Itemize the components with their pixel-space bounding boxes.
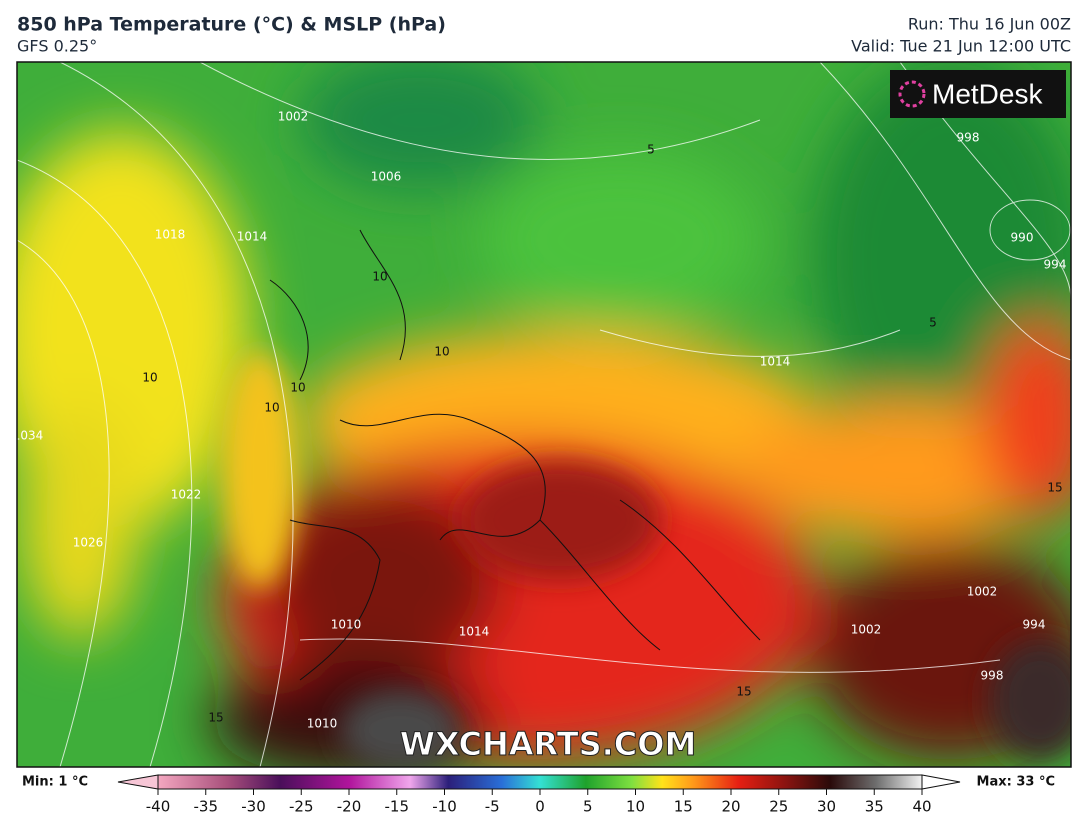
colorbar-tick-label: -30 (241, 798, 266, 816)
contour-label: 10 (142, 371, 157, 385)
contour-label: 1006 (371, 170, 402, 184)
valid-time: Valid: Tue 21 Jun 12:00 UTC (851, 37, 1071, 56)
colorbar-tick-label: 15 (674, 798, 693, 816)
colorbar-tick-label: 40 (912, 798, 931, 816)
contour-label: 1014 (459, 625, 490, 639)
contour-label: 10 (372, 270, 387, 284)
contour-label: 1002 (851, 623, 882, 637)
map-frame (16, 61, 1072, 768)
contour-label: 1002 (967, 585, 998, 599)
contour-label: 1022 (171, 488, 202, 502)
subtitle: GFS 0.25° (17, 37, 97, 56)
colorbar-tick-label: -10 (432, 798, 457, 816)
colorbar-tick-label: -40 (146, 798, 171, 816)
colorbar-tick-label: 35 (865, 798, 884, 816)
colorbar-tick-label: 30 (817, 798, 836, 816)
contour-label: 10 (290, 381, 305, 395)
isobars (17, 62, 1071, 767)
coastlines (269, 229, 761, 681)
contour-label: 990 (1011, 231, 1034, 245)
colorbar-tick-label: -25 (289, 798, 314, 816)
colorbar (157, 774, 923, 790)
colorbar-tick-label: -15 (385, 798, 410, 816)
logo: MetDesk (932, 78, 1043, 109)
contour-label: 1018 (155, 228, 186, 242)
contour-label: 15 (1047, 481, 1062, 495)
colorbar-tick-label: 10 (626, 798, 645, 816)
colorbar-right-arrow (921, 774, 961, 790)
watermark: WXCHARTS.COM (400, 725, 697, 763)
contour-label: 1026 (73, 536, 104, 550)
contour-label: 998 (981, 669, 1004, 683)
colorbar-tick-label: -35 (194, 798, 219, 816)
contour-label: 15 (736, 685, 751, 699)
contour-label: 5 (929, 316, 937, 330)
colorbar-tick-label: 0 (535, 798, 545, 816)
colorbar-tick-label: 25 (769, 798, 788, 816)
contour-label: 994 (1044, 258, 1067, 272)
colorbar-tick-label: 20 (721, 798, 740, 816)
logo-box (890, 70, 1066, 118)
contour-label: 1014 (760, 355, 791, 369)
contour-label: 998 (957, 131, 980, 145)
colorbar-left-arrow (117, 774, 159, 790)
contour-label: 994 (1023, 618, 1046, 632)
contour-label: 1010 (331, 618, 362, 632)
contour-label: 1034 (13, 429, 44, 443)
colorbar-tick-label: -5 (485, 798, 500, 816)
title: 850 hPa Temperature (°C) & MSLP (hPa) (17, 14, 446, 36)
contour-label: 1014 (237, 230, 268, 244)
colorbar-tick-label: 5 (583, 798, 593, 816)
contour-label: 5 (647, 143, 655, 157)
logo-icon (898, 80, 926, 108)
contour-label: 10 (434, 345, 449, 359)
run-time: Run: Thu 16 Jun 00Z (908, 15, 1071, 34)
colorbar-tick-label: -20 (337, 798, 362, 816)
min-label: Min: 1 °C (22, 775, 88, 790)
contour-label: 1010 (307, 717, 338, 731)
contour-label: 15 (208, 711, 223, 725)
contour-label: 10 (264, 401, 279, 415)
max-label: Max: 33 °C (977, 775, 1055, 790)
contour-label: 1002 (278, 110, 309, 124)
